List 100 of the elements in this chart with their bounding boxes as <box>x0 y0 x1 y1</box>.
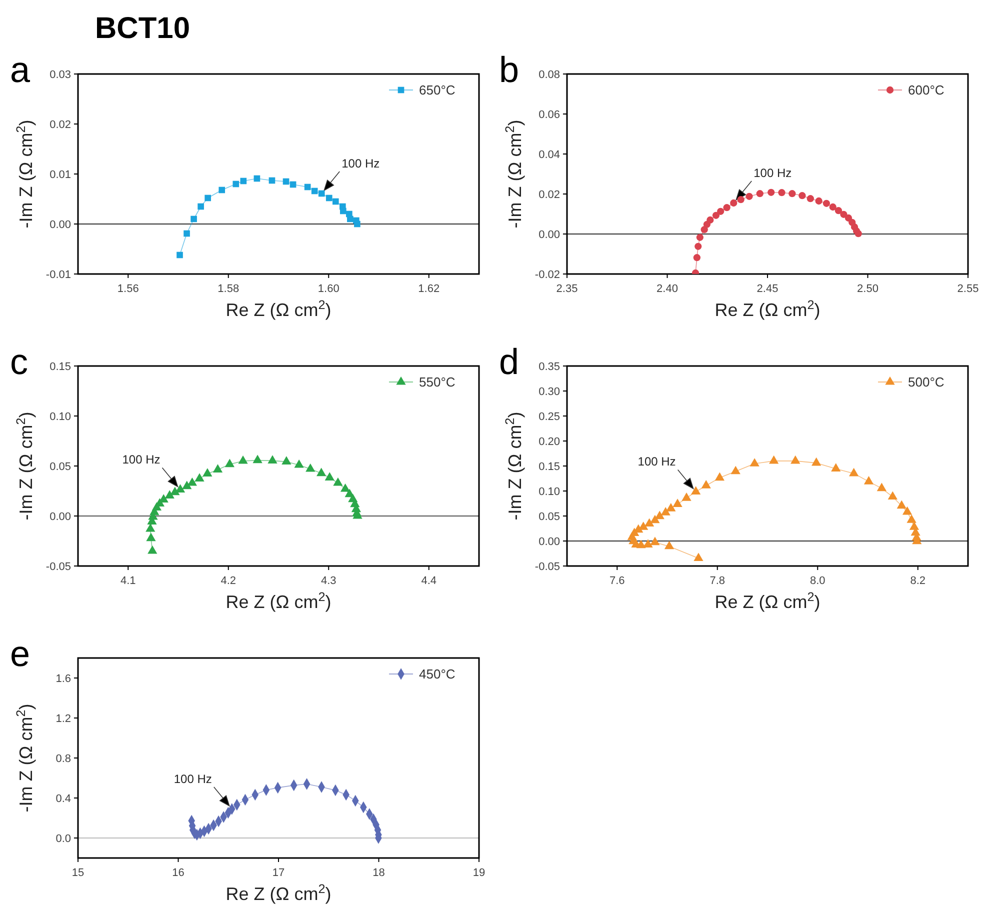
annotation: 100 Hz <box>342 156 380 170</box>
y-tick-label: -0.01 <box>46 268 71 281</box>
chart-title: c <box>10 341 28 382</box>
y-tick-label: 0.4 <box>56 792 71 805</box>
x-tick-label: 18 <box>372 867 385 879</box>
point <box>876 482 886 492</box>
point <box>306 463 316 472</box>
annotation: 100 Hz <box>754 166 792 180</box>
point <box>638 522 648 530</box>
point <box>864 476 874 484</box>
point <box>194 473 204 482</box>
point <box>854 230 862 238</box>
x-tick-label: 1.56 <box>117 283 139 295</box>
point <box>340 483 350 492</box>
point <box>746 192 753 200</box>
point <box>769 455 779 464</box>
point <box>701 480 711 488</box>
point <box>691 486 701 494</box>
point <box>643 539 653 548</box>
point <box>712 212 720 219</box>
point <box>840 210 848 218</box>
x-tick-label: 4.3 <box>320 575 336 587</box>
x-axis-title: Re Z (Ω cm$^{2}$) <box>714 298 820 320</box>
point <box>187 477 197 486</box>
point <box>909 522 920 530</box>
chart-title: b <box>499 49 520 90</box>
x-axis-title: Re Z (Ω cm$^{2}$) <box>714 590 820 612</box>
legend-label: 550°C <box>419 374 456 390</box>
point <box>706 216 714 224</box>
text: BCT10 <box>95 12 190 45</box>
point <box>176 252 183 258</box>
y-tick-label: 1.2 <box>56 712 71 725</box>
point <box>304 184 311 190</box>
y-tick-label: 0.35 <box>538 360 560 373</box>
x-tick-label: 2.55 <box>957 283 979 295</box>
point <box>798 192 806 200</box>
point <box>831 463 841 472</box>
point <box>644 518 654 527</box>
point <box>790 455 800 464</box>
point <box>812 457 822 466</box>
point <box>218 186 226 194</box>
point <box>326 194 332 202</box>
x-tick-label: 7.6 <box>609 575 625 587</box>
point <box>672 498 682 507</box>
point <box>282 178 290 185</box>
point <box>282 456 292 464</box>
y-tick-label: 0.08 <box>538 68 560 81</box>
point <box>666 503 676 512</box>
y-tick-label: 0.25 <box>538 410 560 423</box>
point <box>806 195 814 202</box>
point <box>768 188 775 196</box>
x-tick-label: 4.4 <box>421 575 437 587</box>
y-tick-label: 1.6 <box>56 672 71 685</box>
point <box>756 190 764 198</box>
point <box>212 464 223 472</box>
point <box>318 190 325 197</box>
x-tick-label: 2.45 <box>756 283 778 295</box>
point <box>268 177 276 184</box>
point <box>788 190 796 198</box>
point <box>252 454 262 464</box>
y-tick-label: -0.05 <box>46 560 71 573</box>
point <box>184 230 190 237</box>
point <box>148 545 158 554</box>
y-tick-label: 0.03 <box>50 68 71 81</box>
point <box>190 216 197 222</box>
x-axis-title: Re Z (Ω cm$^{2}$) <box>226 298 332 320</box>
y-tick-label: 0.05 <box>50 460 71 473</box>
point <box>693 254 700 262</box>
point <box>333 477 343 486</box>
y-tick-label: -0.02 <box>534 268 560 281</box>
y-tick-label: 0.01 <box>50 168 71 181</box>
point <box>347 216 354 222</box>
x-tick-label: 4.2 <box>220 575 236 587</box>
point <box>202 468 212 476</box>
point <box>829 203 836 211</box>
x-axis-title: Re Z (Ω cm$^{2}$) <box>226 590 332 612</box>
point <box>164 490 174 498</box>
chart-title: e <box>10 633 30 674</box>
x-tick-label: 4.1 <box>120 575 136 587</box>
y-tick-label: 0.02 <box>538 188 560 201</box>
x-tick-label: 19 <box>472 867 486 879</box>
y-tick-label: 0.02 <box>50 118 71 131</box>
legend-label: 600°C <box>908 82 944 98</box>
chart-title: a <box>10 49 31 90</box>
y-tick-label: 0.00 <box>50 218 71 231</box>
point <box>682 492 692 501</box>
annotation: 100 Hz <box>174 772 212 786</box>
point <box>750 458 760 466</box>
point <box>198 203 204 210</box>
point <box>240 178 247 184</box>
y-tick-label: 0.0 <box>56 832 71 845</box>
y-tick-label: 0.06 <box>538 108 560 121</box>
y-tick-label: 0.20 <box>538 436 560 448</box>
point <box>834 207 842 214</box>
x-tick-label: 1.60 <box>318 283 340 295</box>
point <box>204 194 211 202</box>
point <box>316 468 326 476</box>
x-axis-title: Re Z (Ω cm$^{2}$) <box>226 882 332 904</box>
point <box>332 198 339 205</box>
y-tick-label: 0.04 <box>538 148 560 161</box>
